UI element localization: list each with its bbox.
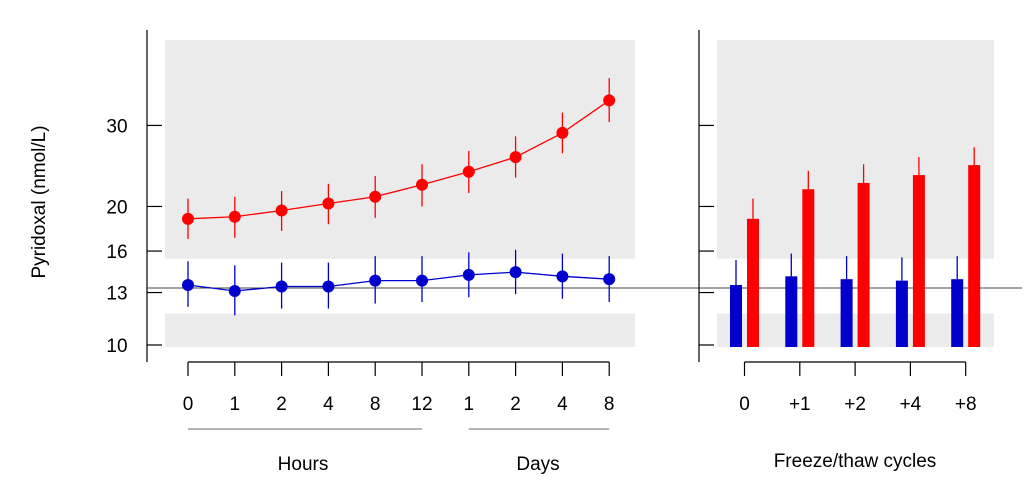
background-band-lower bbox=[165, 313, 635, 347]
point-0-8 bbox=[556, 126, 569, 139]
y-tick-label-20: 20 bbox=[106, 197, 127, 218]
bar-1-1 bbox=[802, 189, 815, 347]
background-band-upper bbox=[717, 40, 994, 259]
point-0-7 bbox=[509, 151, 522, 164]
point-1-7 bbox=[509, 266, 522, 279]
x-tick-label-3: 4 bbox=[323, 394, 334, 415]
bar-1-3 bbox=[912, 175, 925, 347]
point-0-2 bbox=[275, 204, 288, 217]
point-0-3 bbox=[322, 197, 335, 210]
series-line-0 bbox=[187, 99, 610, 220]
point-0-4 bbox=[369, 190, 382, 203]
x-tick-label-right-2: +2 bbox=[844, 394, 866, 415]
background-band-upper bbox=[165, 40, 635, 259]
series-1 bbox=[182, 249, 616, 316]
x-tick-label-right-0: 0 bbox=[739, 394, 750, 415]
x-tick-label-4: 8 bbox=[370, 394, 381, 415]
y-tick-label-16: 16 bbox=[106, 242, 127, 263]
x-tick-label-right-1: +1 bbox=[789, 394, 811, 415]
x-tick-label-0: 0 bbox=[183, 394, 194, 415]
bar-0-4 bbox=[951, 279, 964, 347]
x-tick-label-right-8: +8 bbox=[955, 394, 977, 415]
series-line-1 bbox=[187, 271, 610, 292]
x-tick-label-6: 1 bbox=[464, 394, 475, 415]
x-tick-label-2: 2 bbox=[276, 394, 287, 415]
point-1-0 bbox=[182, 279, 194, 292]
point-1-3 bbox=[322, 280, 335, 293]
y-tick-label-10: 10 bbox=[106, 336, 127, 357]
x-tick-label-8: 4 bbox=[557, 394, 568, 415]
series-0 bbox=[182, 78, 616, 239]
point-1-9 bbox=[603, 273, 616, 286]
x-axis-label-freeze-thaw: Freeze/thaw cycles bbox=[774, 451, 937, 472]
point-1-5 bbox=[416, 274, 428, 287]
point-0-1 bbox=[228, 210, 241, 223]
x-tick-label-right-4: +4 bbox=[900, 394, 922, 415]
y-axis-label: Pyridoxal (nmol/L) bbox=[29, 125, 50, 278]
x-tick-label-7: 2 bbox=[510, 394, 521, 415]
freeze-thaw-panel: 0 +1 +2 +4 +8 bbox=[698, 30, 994, 415]
x-tick-label-1: 1 bbox=[230, 394, 241, 415]
background-band-lower bbox=[717, 313, 994, 347]
y-tick-label-30: 30 bbox=[106, 116, 127, 137]
point-0-6 bbox=[462, 165, 475, 178]
point-1-1 bbox=[228, 285, 241, 298]
y-tick-label-13: 13 bbox=[106, 284, 127, 305]
point-1-6 bbox=[462, 268, 475, 281]
x-group-label-hours: Hours bbox=[278, 454, 329, 475]
bar-1-4 bbox=[968, 165, 981, 347]
bar-1-0 bbox=[747, 218, 759, 347]
point-0-5 bbox=[416, 178, 428, 191]
bar-0-2 bbox=[840, 279, 853, 347]
x-group-label-days: Days bbox=[516, 454, 559, 475]
point-0-9 bbox=[603, 94, 616, 107]
bar-0-1 bbox=[785, 276, 798, 347]
point-0-0 bbox=[182, 212, 194, 225]
x-tick-label-5: 12 bbox=[411, 394, 432, 415]
point-1-8 bbox=[556, 270, 569, 283]
bar-0-0 bbox=[730, 285, 742, 347]
point-1-4 bbox=[369, 274, 382, 287]
point-1-2 bbox=[275, 280, 288, 293]
bar-0-3 bbox=[895, 280, 908, 347]
bar-1-2 bbox=[857, 182, 870, 347]
x-tick-label-9: 8 bbox=[604, 394, 615, 415]
